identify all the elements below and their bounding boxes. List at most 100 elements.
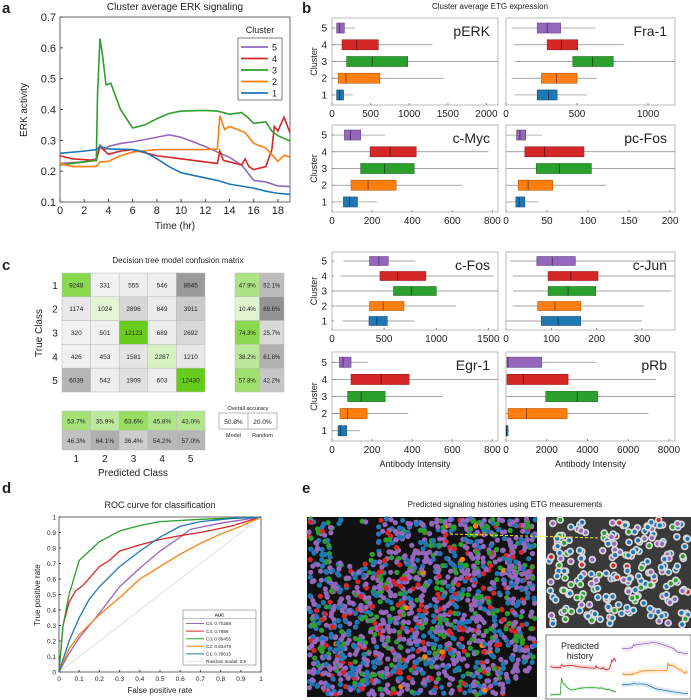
cell-dot [458, 521, 464, 528]
cell-dot [494, 537, 500, 543]
cell-dot [373, 677, 379, 683]
cell-dot [519, 609, 526, 615]
cell-dot [363, 581, 369, 587]
cell-dot [490, 517, 496, 523]
cell-dot [410, 680, 416, 686]
x-tick-label: 0.8 [216, 676, 225, 683]
cell-dot [493, 676, 499, 683]
cell-dot [370, 659, 376, 666]
cell-dot [420, 546, 426, 552]
y-tick-label: 2 [321, 409, 327, 420]
cell-dot [409, 557, 415, 563]
box-cluster-1 [515, 196, 526, 208]
cell-dot [404, 629, 410, 635]
cell-dot [401, 612, 407, 618]
cell-dot [418, 602, 424, 608]
cell-dot [481, 532, 487, 538]
cell-dot [586, 614, 591, 619]
cell-dot [323, 568, 329, 574]
cell-dot [480, 543, 486, 550]
cell-dot [460, 616, 466, 622]
cell-dot [501, 535, 508, 542]
cell-dot [524, 654, 530, 660]
cell-dot [532, 517, 538, 523]
cell-dot [395, 602, 401, 608]
cell-dot [372, 672, 378, 678]
col-summary-value: 53.7% [67, 418, 86, 425]
cell-dot [432, 651, 438, 657]
subplot-c-myc: 0 200 400 600 800 1 2 3 4 5 c-Myc Cluster [309, 124, 501, 227]
history-band-cluster-3 [550, 676, 616, 697]
cell-dot [448, 568, 454, 574]
cell-dot [380, 617, 386, 623]
cell-dot [464, 575, 470, 581]
cell-dot [415, 582, 421, 588]
cell-dot [470, 518, 476, 524]
cell-dot [380, 628, 386, 634]
cell-dot [341, 613, 347, 619]
cell-dot [510, 669, 516, 675]
cell-dot [364, 585, 370, 591]
cell-dot [530, 654, 536, 660]
row-summary-value: 57.8% [239, 379, 257, 385]
cell-dot [319, 557, 325, 563]
x-tick-label: 10 [175, 205, 187, 217]
cell-dot [388, 569, 394, 575]
row-summary-value: 10.4% [239, 307, 257, 313]
col-summary-value: 63.6% [124, 418, 143, 425]
cell-dot [368, 618, 374, 624]
cell-dot [339, 629, 345, 635]
cell-dot [453, 570, 459, 576]
cell-dot [461, 612, 467, 618]
cell-dot [385, 542, 391, 548]
cell-dot [505, 600, 511, 606]
y-axis-label: Cluster [309, 277, 319, 306]
cell-dot [476, 624, 482, 630]
cell-dot [463, 562, 469, 568]
cell-dot [363, 604, 369, 610]
cell-dot [383, 585, 389, 591]
cell-dot [329, 684, 335, 690]
matrix-value: 2692 [183, 330, 198, 337]
row-label: 5 [52, 376, 58, 387]
cell-dot [474, 529, 480, 535]
cell-dot [431, 687, 437, 694]
cell-dot [526, 580, 532, 586]
box-cluster-1 [337, 425, 347, 437]
cell-dot [607, 621, 613, 626]
cell-dot [614, 575, 620, 580]
cell-dot [524, 590, 530, 596]
row-summary-value: 61.8% [263, 355, 281, 361]
cell-dot [376, 524, 382, 530]
cell-dot [462, 543, 468, 549]
y-tick-label: 3 [321, 57, 327, 68]
cell-dot [356, 569, 362, 575]
cell-dot [513, 638, 520, 644]
y-axis-label: Cluster [309, 47, 319, 76]
cell-dot [480, 559, 486, 565]
cell-dot [477, 674, 483, 680]
cell-dot [322, 611, 328, 618]
cell-dot [405, 529, 411, 536]
cell-dot [397, 562, 403, 568]
cell-dot [493, 691, 499, 697]
matrix-value: 3911 [184, 306, 198, 313]
cell-dot [578, 528, 584, 533]
cell-dot [488, 683, 494, 689]
cell-dot [320, 617, 326, 623]
cell-dot [316, 582, 322, 588]
cell-dot [481, 649, 487, 655]
cell-dot [422, 679, 428, 686]
cell-dot [528, 626, 534, 632]
cell-dot [418, 625, 425, 631]
cell-dot [617, 520, 622, 525]
cell-dot [342, 603, 348, 609]
cell-dot [338, 517, 344, 523]
matrix-value: 555 [128, 282, 139, 289]
cell-dot [675, 564, 680, 569]
y-axis-label: ERK activity [19, 83, 30, 137]
cell-dot [602, 530, 607, 536]
cell-dot [499, 606, 505, 613]
cell-dot [579, 556, 584, 561]
